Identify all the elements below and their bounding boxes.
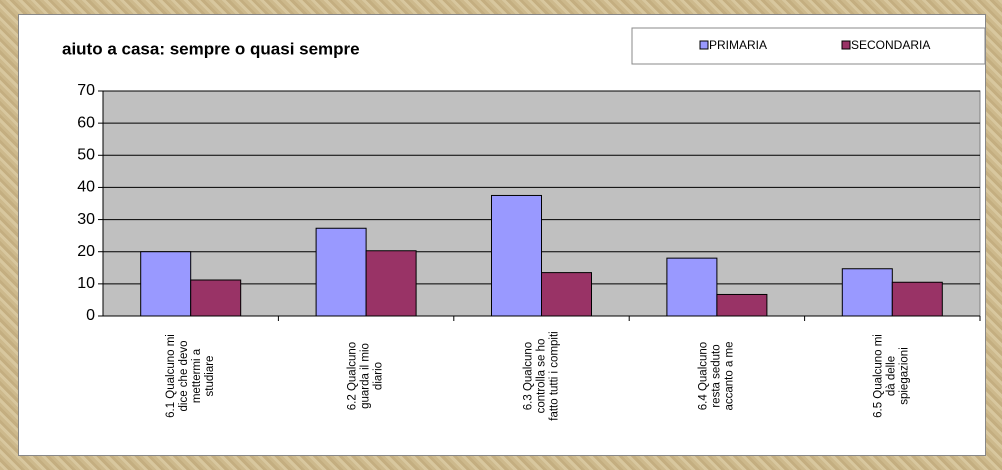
x-tick-label: 6.4 Qualcuno resta seduto accanto a me <box>697 341 736 411</box>
bar <box>891 281 943 317</box>
x-tick-label: 6.1 Qualcuno mi dice che devo mettermi a… <box>164 334 216 418</box>
legend-swatch <box>699 40 709 50</box>
x-tick-label: 6.5 Qualcuno mi dà delle spiegazioni <box>872 334 911 418</box>
bar <box>716 293 768 317</box>
y-tick-label: 60 <box>77 114 95 131</box>
y-tick-label: 30 <box>77 211 95 228</box>
bar <box>140 251 192 317</box>
bar <box>841 268 893 317</box>
legend-box <box>631 27 986 65</box>
legend-label: SECONDARIA <box>851 38 930 52</box>
y-tick-label: 10 <box>77 275 95 292</box>
y-tick-label: 40 <box>77 179 95 196</box>
chart-title: aiuto a casa: sempre o quasi sempre <box>62 39 360 58</box>
bar <box>315 227 367 317</box>
legend-swatch <box>841 40 851 50</box>
legend-label: PRIMARIA <box>709 38 767 52</box>
bar <box>365 250 417 317</box>
y-tick-label: 70 <box>77 82 95 99</box>
bar <box>666 257 718 317</box>
x-tick-label: 6.3 Qualcuno controlla se ho fatto tutti… <box>522 331 560 421</box>
y-tick-label: 50 <box>77 147 95 164</box>
y-tick-label: 0 <box>86 307 95 324</box>
bar <box>541 272 592 317</box>
bar <box>190 279 242 317</box>
x-tick-label: 6.2 Qualcuno guarda il mio diario <box>346 341 385 411</box>
y-tick-label: 20 <box>77 243 95 260</box>
bar <box>491 194 542 317</box>
